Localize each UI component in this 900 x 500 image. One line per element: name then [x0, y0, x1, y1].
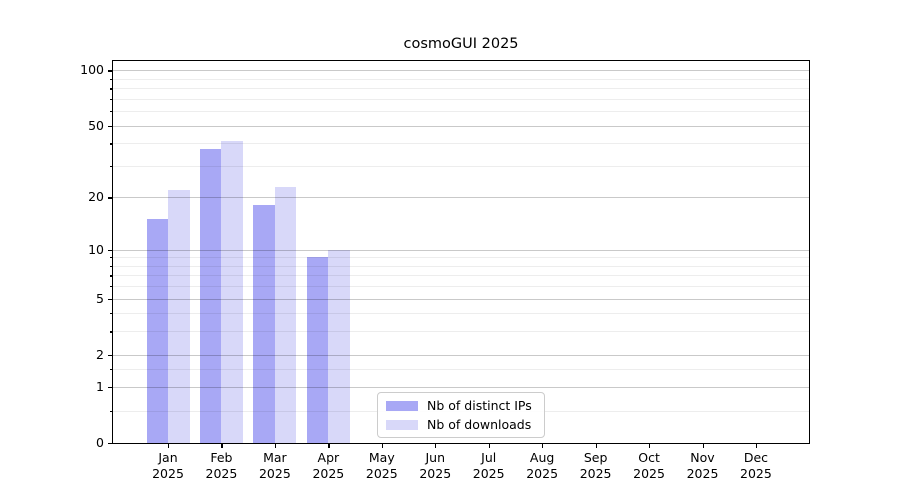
- y-tick-mark-1: [108, 387, 112, 389]
- legend: Nb of distinct IPs Nb of downloads: [377, 392, 545, 438]
- y-minor-tick-mark-0.5: [110, 410, 112, 412]
- x-tick-label-apr: Apr 2025: [312, 450, 345, 481]
- legend-label-downloads: Nb of downloads: [427, 417, 532, 432]
- x-tick-mark-may: [381, 444, 383, 449]
- major-gridline-10: [113, 249, 809, 251]
- x-tick-mark-apr: [328, 444, 330, 449]
- y-minor-tick-mark-9: [110, 257, 112, 259]
- y-minor-tick-mark-90: [110, 78, 112, 81]
- y-minor-tick-mark-4: [110, 313, 112, 315]
- y-tick-mark-50: [108, 125, 112, 127]
- y-tick-mark-5: [108, 298, 112, 300]
- minor-gridline-7: [113, 275, 809, 277]
- legend-label-distinct-ips: Nb of distinct IPs: [427, 398, 532, 413]
- y-minor-tick-mark-80: [110, 88, 112, 90]
- y-minor-tick-mark-40: [110, 143, 112, 145]
- bar-downloads-mar: [274, 186, 297, 444]
- x-tick-mark-sep: [595, 444, 597, 449]
- x-tick-mark-aug: [542, 444, 544, 449]
- bar-downloads-feb: [221, 141, 243, 444]
- y-minor-tick-mark-7: [110, 275, 112, 277]
- x-tick-label-mar: Mar 2025: [258, 450, 291, 481]
- major-gridline-5: [113, 298, 809, 300]
- y-tick-label-20: 20: [88, 189, 104, 205]
- y-tick-mark-10: [108, 249, 112, 251]
- bar-ips-feb: [199, 149, 222, 444]
- y-minor-tick-mark-6: [110, 286, 112, 288]
- bar-ips-mar: [253, 205, 275, 444]
- x-tick-label-jul: Jul 2025: [472, 450, 505, 481]
- x-tick-label-may: May 2025: [365, 450, 398, 481]
- minor-gridline-4: [113, 313, 809, 315]
- y-minor-tick-mark-30: [110, 165, 112, 168]
- x-tick-label-sep: Sep 2025: [579, 450, 612, 481]
- minor-gridline-80: [113, 88, 809, 90]
- x-tick-mark-dec: [755, 444, 758, 449]
- minor-gridline-60: [113, 111, 809, 113]
- y-minor-tick-mark-3: [110, 331, 112, 333]
- legend-swatch-downloads: [386, 419, 418, 430]
- major-gridline-1: [113, 387, 809, 389]
- chart-title: cosmoGUI 2025: [403, 36, 519, 52]
- y-tick-label-10: 10: [88, 241, 104, 257]
- y-tick-mark-0: [108, 443, 112, 445]
- minor-gridline-6: [113, 286, 809, 288]
- x-tick-label-nov: Nov 2025: [686, 450, 719, 481]
- y-tick-label-50: 50: [88, 117, 104, 133]
- minor-gridline-90: [113, 78, 809, 80]
- legend-entry-downloads: Nb of downloads: [386, 417, 536, 432]
- y-tick-label-1: 1: [96, 379, 104, 395]
- x-tick-label-jan: Jan 2025: [152, 450, 184, 481]
- major-gridline-100: [113, 70, 809, 72]
- y-tick-mark-100: [108, 70, 112, 72]
- minor-gridline-40: [113, 143, 809, 145]
- y-tick-label-5: 5: [96, 290, 104, 306]
- x-tick-mark-nov: [702, 444, 704, 449]
- minor-gridline-70: [113, 98, 809, 100]
- x-tick-mark-jun: [435, 444, 437, 449]
- major-gridline-50: [113, 125, 809, 127]
- y-tick-label-2: 2: [96, 346, 104, 362]
- y-minor-tick-mark-8: [110, 265, 112, 267]
- x-tick-label-dec: Dec 2025: [740, 450, 772, 481]
- x-tick-label-jun: Jun 2025: [419, 450, 452, 481]
- minor-gridline-3: [113, 331, 809, 333]
- minor-gridline-1.5: [113, 369, 809, 371]
- x-tick-mark-mar: [274, 444, 277, 449]
- bar-ips-apr: [306, 257, 329, 444]
- x-tick-mark-jul: [488, 444, 490, 449]
- bar-ips-jan: [146, 219, 168, 444]
- x-tick-mark-jan: [168, 444, 170, 449]
- major-gridline-2: [113, 354, 809, 356]
- x-tick-mark-oct: [649, 444, 651, 449]
- bar-downloads-jan: [168, 190, 190, 444]
- y-tick-mark-20: [108, 197, 112, 199]
- major-gridline-20: [113, 197, 809, 199]
- minor-gridline-8: [113, 265, 809, 267]
- y-tick-mark-2: [108, 354, 112, 356]
- x-tick-label-feb: Feb 2025: [205, 450, 238, 481]
- bar-downloads-apr: [328, 249, 350, 444]
- minor-gridline-30: [113, 165, 809, 167]
- y-tick-label-0: 0: [96, 435, 104, 451]
- y-minor-tick-mark-70: [110, 98, 112, 101]
- y-minor-tick-mark-60: [110, 111, 112, 113]
- x-tick-label-aug: Aug 2025: [526, 450, 559, 481]
- x-tick-mark-feb: [221, 444, 223, 449]
- legend-swatch-distinct-ips: [386, 400, 418, 411]
- legend-entry-distinct-ips: Nb of distinct IPs: [386, 398, 536, 413]
- x-tick-label-oct: Oct 2025: [633, 450, 665, 481]
- y-tick-label-100: 100: [80, 62, 104, 78]
- y-minor-tick-mark-1.5: [110, 369, 112, 371]
- minor-gridline-9: [113, 257, 809, 259]
